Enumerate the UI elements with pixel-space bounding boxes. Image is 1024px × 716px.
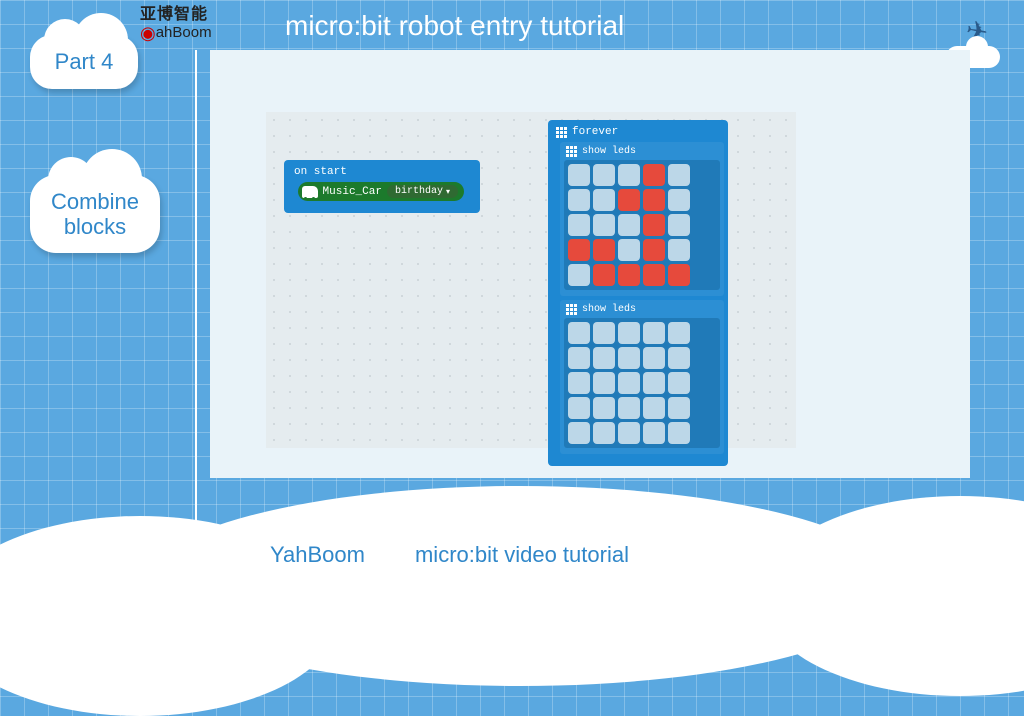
logo-en: ◉ahBoom: [140, 24, 212, 44]
show-leds-block-1[interactable]: show leds: [560, 142, 724, 296]
footer-brand: YahBoom: [270, 542, 365, 568]
divider: [195, 50, 197, 530]
music-car-label: Music_Car: [323, 186, 382, 198]
led-cell[interactable]: [593, 214, 615, 236]
led-cell[interactable]: [568, 189, 590, 211]
led-cell[interactable]: [668, 264, 690, 286]
led-cell[interactable]: [568, 347, 590, 369]
grid-icon: [556, 127, 567, 138]
led-cell[interactable]: [593, 347, 615, 369]
led-cell[interactable]: [618, 189, 640, 211]
led-cell[interactable]: [643, 347, 665, 369]
led-cell[interactable]: [568, 239, 590, 261]
led-cell[interactable]: [643, 372, 665, 394]
on-start-label: on start: [288, 164, 476, 182]
part-badge: Part 4: [30, 35, 138, 89]
led-cell[interactable]: [668, 397, 690, 419]
logo: 亚博智能 ◉ahBoom: [140, 6, 212, 43]
led-cell[interactable]: [643, 214, 665, 236]
led-cell[interactable]: [668, 239, 690, 261]
blocks-workspace[interactable]: on start Music_Car birthday forever show…: [266, 112, 796, 448]
led-cell[interactable]: [593, 372, 615, 394]
led-cell[interactable]: [668, 372, 690, 394]
led-cell[interactable]: [643, 422, 665, 444]
grid-icon: [566, 146, 577, 157]
led-cell[interactable]: [593, 189, 615, 211]
show-leds-block-2[interactable]: show leds: [560, 300, 724, 454]
led-cell[interactable]: [618, 347, 640, 369]
music-dropdown[interactable]: birthday: [387, 185, 458, 198]
led-grid-1[interactable]: [564, 160, 720, 290]
led-cell[interactable]: [593, 264, 615, 286]
led-cell[interactable]: [568, 264, 590, 286]
led-cell[interactable]: [668, 189, 690, 211]
led-cell[interactable]: [618, 264, 640, 286]
logo-cn: 亚博智能: [140, 6, 212, 24]
led-cell[interactable]: [568, 164, 590, 186]
led-cell[interactable]: [643, 322, 665, 344]
led-cell[interactable]: [568, 214, 590, 236]
led-cell[interactable]: [593, 397, 615, 419]
music-car-block[interactable]: Music_Car birthday: [298, 182, 464, 201]
show-leds-label-2: show leds: [564, 303, 720, 318]
led-cell[interactable]: [643, 189, 665, 211]
led-cell[interactable]: [618, 164, 640, 186]
show-leds-label-1: show leds: [564, 145, 720, 160]
led-cell[interactable]: [668, 164, 690, 186]
led-cell[interactable]: [668, 347, 690, 369]
led-grid-2[interactable]: [564, 318, 720, 448]
forever-block[interactable]: forever show leds show leds: [548, 120, 728, 466]
led-cell[interactable]: [668, 422, 690, 444]
car-icon: [302, 186, 318, 198]
led-cell[interactable]: [643, 264, 665, 286]
led-cell[interactable]: [618, 372, 640, 394]
led-cell[interactable]: [568, 397, 590, 419]
led-cell[interactable]: [593, 239, 615, 261]
footer-text: YahBoom micro:bit video tutorial: [270, 542, 629, 568]
led-cell[interactable]: [593, 164, 615, 186]
led-cell[interactable]: [618, 322, 640, 344]
led-cell[interactable]: [568, 372, 590, 394]
led-cell[interactable]: [568, 422, 590, 444]
led-cell[interactable]: [593, 422, 615, 444]
grid-icon: [566, 304, 577, 315]
page-title: micro:bit robot entry tutorial: [285, 10, 624, 42]
led-cell[interactable]: [618, 214, 640, 236]
led-cell[interactable]: [618, 422, 640, 444]
footer-subtitle: micro:bit video tutorial: [415, 542, 629, 568]
section-title-cloud: Combine blocks: [30, 175, 160, 253]
led-cell[interactable]: [643, 239, 665, 261]
led-cell[interactable]: [668, 214, 690, 236]
on-start-block[interactable]: on start Music_Car birthday: [284, 160, 480, 213]
led-cell[interactable]: [643, 397, 665, 419]
led-cell[interactable]: [593, 322, 615, 344]
led-cell[interactable]: [643, 164, 665, 186]
led-cell[interactable]: [668, 322, 690, 344]
led-cell[interactable]: [618, 239, 640, 261]
forever-label: forever: [552, 124, 724, 142]
editor-canvas: on start Music_Car birthday forever show…: [210, 50, 970, 478]
led-cell[interactable]: [568, 322, 590, 344]
led-cell[interactable]: [618, 397, 640, 419]
